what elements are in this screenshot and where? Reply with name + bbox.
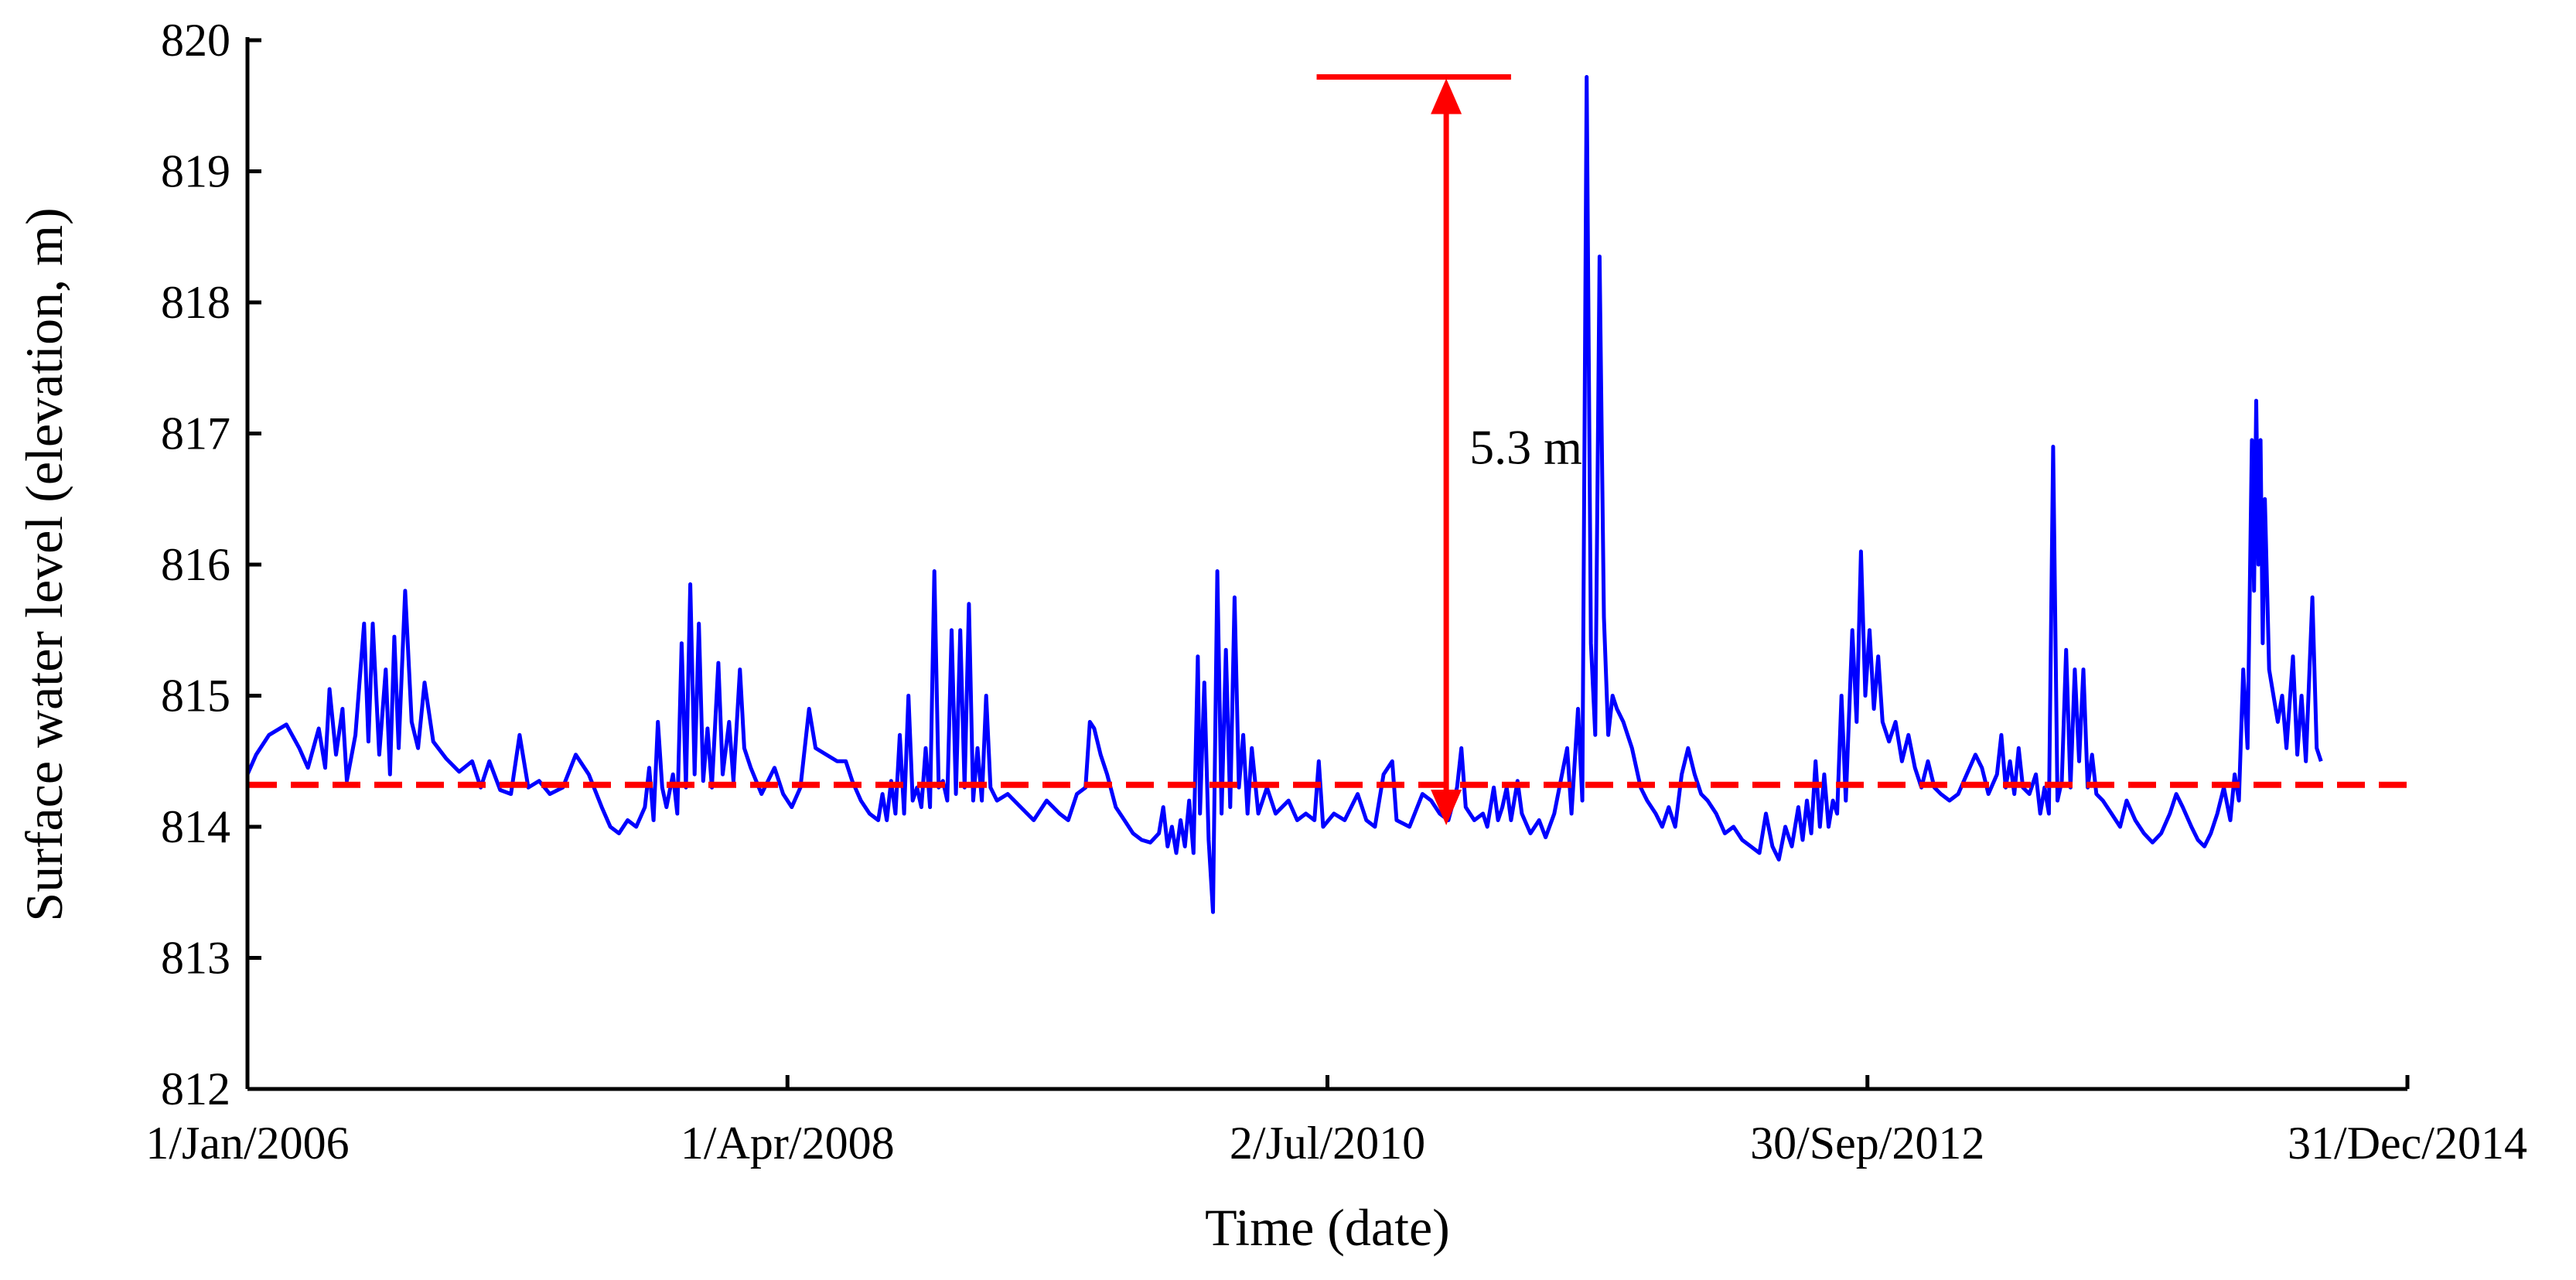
y-tick-label: 813 <box>161 933 230 984</box>
y-tick-label: 819 <box>161 146 230 197</box>
x-axis-title: Time (date) <box>1205 1198 1450 1257</box>
x-tick-label: 2/Jul/2010 <box>1230 1118 1425 1169</box>
annotation-arrowhead-up <box>1431 78 1462 114</box>
x-tick-label: 1/Apr/2008 <box>681 1118 895 1169</box>
y-tick-label: 814 <box>161 801 230 852</box>
range-annotation: 5.3 m <box>1316 73 1582 825</box>
x-tick-label: 1/Jan/2006 <box>145 1118 349 1169</box>
y-tick-label: 816 <box>161 539 230 590</box>
annotation-label: 5.3 m <box>1469 419 1582 474</box>
series-line-surface-water-level <box>245 75 2323 914</box>
y-tick-label: 817 <box>161 408 230 459</box>
annotation-arrowhead-down <box>1431 790 1462 825</box>
y-tick-label: 818 <box>161 277 230 328</box>
x-tick-label: 31/Dec/2014 <box>2288 1118 2527 1169</box>
y-axis-title: Surface water level (elevation, m) <box>15 207 73 921</box>
y-axis-ticks: 812 813 814 815 816 817 818 819 820 <box>161 15 261 1114</box>
x-axis-ticks: 1/Jan/2006 1/Apr/2008 2/Jul/2010 30/Sep/201… <box>145 1075 2527 1169</box>
x-tick-label: 30/Sep/2012 <box>1750 1118 1984 1169</box>
y-tick-label: 815 <box>161 671 230 722</box>
y-tick-label: 820 <box>161 15 230 66</box>
y-tick-label: 812 <box>161 1063 230 1114</box>
